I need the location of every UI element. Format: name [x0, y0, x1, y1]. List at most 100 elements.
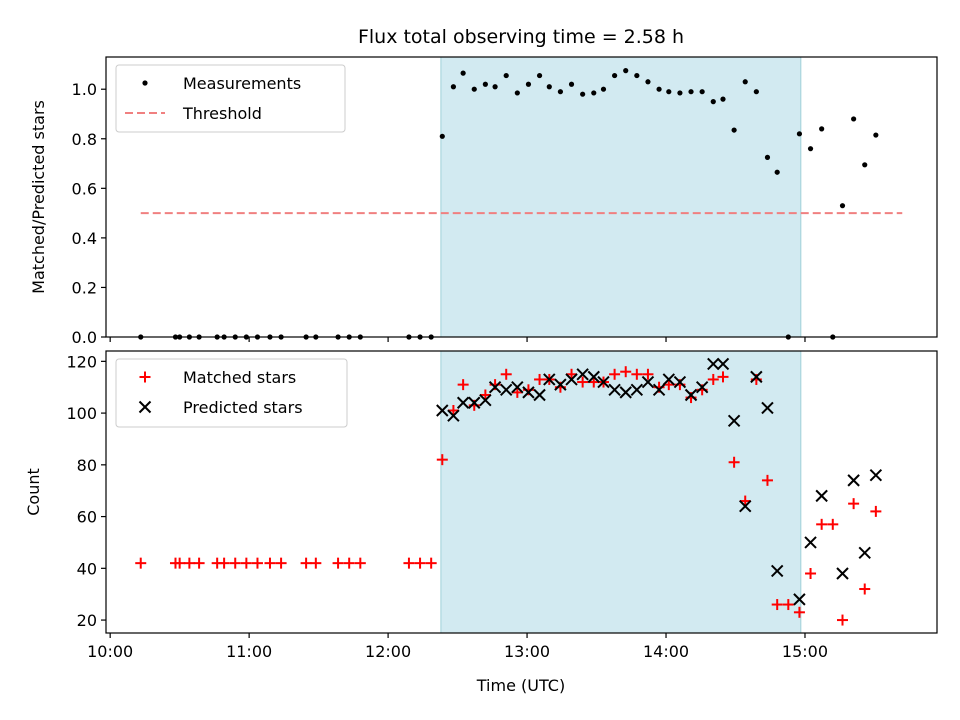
- x-tick-label: 11:00: [226, 642, 272, 661]
- x-marker-b: [597, 375, 610, 389]
- x-marker-b: [750, 370, 763, 384]
- data-point: [620, 366, 632, 378]
- y-tick-label: 0.0: [72, 328, 97, 347]
- data-point: [557, 89, 564, 95]
- data-point: [565, 373, 578, 386]
- data-point: [707, 357, 720, 371]
- data-point: [848, 498, 860, 510]
- x-marker-b: [695, 381, 709, 394]
- observing-span: [440, 350, 802, 634]
- data-point: [525, 81, 532, 87]
- data-point: [652, 383, 666, 397]
- y-tick-label: 20: [77, 611, 97, 630]
- legend-label: Matched stars: [183, 368, 296, 387]
- data-point: [631, 368, 643, 380]
- data-point: [612, 72, 618, 79]
- legend-label: Predicted stars: [183, 398, 303, 417]
- legend-box: [115, 64, 346, 133]
- data-point: [488, 381, 502, 394]
- x-marker-b: [587, 370, 600, 384]
- x-marker-b: [673, 375, 687, 389]
- data-point: [764, 154, 771, 160]
- data-point: [728, 456, 740, 468]
- data-point: [623, 68, 629, 74]
- data-point: [264, 557, 276, 569]
- data-point: [837, 614, 849, 626]
- x-marker-b: [716, 357, 730, 371]
- x-tick-label: 15:00: [782, 642, 828, 661]
- data-point: [707, 373, 719, 385]
- data-point: [641, 375, 655, 389]
- data-point: [533, 388, 546, 402]
- data-point: [816, 518, 828, 530]
- data-point: [450, 84, 457, 90]
- data-point: [739, 500, 752, 513]
- data-point: [782, 599, 794, 611]
- data-point: [750, 370, 763, 384]
- x-marker-b: [727, 414, 741, 428]
- y-axis-label: Matched/Predicted stars: [29, 100, 48, 294]
- data-point: [543, 373, 556, 386]
- data-point: [436, 454, 448, 466]
- data-point: [174, 557, 186, 569]
- legend: Matched stars Predicted stars: [115, 358, 348, 428]
- x-marker-b: [522, 386, 535, 399]
- data-point: [332, 557, 344, 569]
- x-marker-b: [456, 396, 470, 409]
- data-point: [568, 81, 575, 87]
- data-point: [546, 84, 552, 90]
- data-point: [870, 505, 882, 517]
- data-point: [869, 468, 883, 482]
- data-point: [522, 386, 535, 399]
- data-point: [608, 383, 621, 397]
- data-point: [218, 557, 230, 569]
- data-point: [591, 90, 597, 96]
- data-point: [695, 381, 709, 394]
- x-marker-b: [576, 368, 589, 381]
- legend-marker: [142, 80, 148, 86]
- data-point: [731, 127, 737, 133]
- x-marker-b: [761, 401, 774, 415]
- y-tick-label: 60: [77, 508, 97, 527]
- x-marker-b: [619, 386, 632, 399]
- data-point: [554, 378, 567, 391]
- x-marker-b: [847, 474, 860, 487]
- data-point: [656, 86, 662, 92]
- data-point: [663, 379, 675, 391]
- data-point: [666, 89, 672, 95]
- x-marker-b: [662, 373, 676, 386]
- data-point: [807, 146, 814, 152]
- x-marker-b: [858, 546, 871, 560]
- data-point: [753, 89, 759, 95]
- data-point: [482, 81, 488, 87]
- data-point: [300, 557, 312, 569]
- data-point: [642, 368, 654, 380]
- x-marker-b: [630, 383, 644, 397]
- data-point: [588, 376, 600, 388]
- x-marker-b: [652, 383, 666, 397]
- data-point: [456, 396, 470, 409]
- data-point: [739, 495, 751, 507]
- data-point: [577, 376, 589, 388]
- data-point: [805, 567, 817, 579]
- x-marker-b: [793, 593, 806, 606]
- x-marker-b: [815, 489, 828, 503]
- data-point: [873, 132, 879, 138]
- data-point: [135, 557, 147, 569]
- x-marker-b: [533, 388, 546, 402]
- data-point: [536, 72, 543, 79]
- data-point: [793, 593, 806, 606]
- data-point: [677, 90, 683, 96]
- data-point: [839, 203, 846, 209]
- data-point: [847, 474, 860, 487]
- data-point: [720, 96, 726, 102]
- x-marker-b: [543, 373, 556, 386]
- data-point: [662, 373, 676, 386]
- legend-label: Threshold: [182, 104, 262, 123]
- series-predicted-stars: [436, 357, 883, 606]
- data-point: [793, 606, 805, 618]
- data-point: [511, 381, 524, 394]
- data-point: [804, 536, 817, 549]
- data-point: [630, 383, 644, 397]
- data-point: [819, 126, 825, 132]
